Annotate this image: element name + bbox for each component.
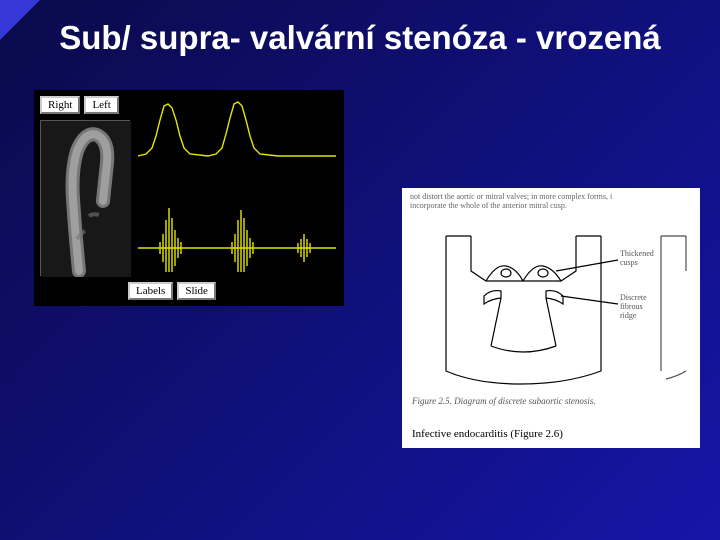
bottom-caption: Infective endocarditis (Figure 2.6) — [412, 428, 563, 440]
heart-diagram: Thickened cusps Discrete fibrous ridge — [406, 216, 696, 391]
right-button[interactable]: Right — [40, 96, 80, 114]
content-area: Right Left Labels Slide not distort the … — [0, 58, 720, 488]
slide-title: Sub/ supra- valvární stenóza - vrozená — [0, 0, 720, 58]
label-discrete: Discrete — [620, 293, 647, 302]
svg-text:fibrous: fibrous — [620, 302, 643, 311]
angiogram-image — [40, 120, 130, 276]
right-figure-panel: not distort the aortic or mitral valves;… — [402, 188, 700, 448]
waveform-area — [138, 98, 336, 272]
figure-caption: Figure 2.5. Diagram of discrete subaorti… — [412, 396, 596, 406]
top-button-row: Right Left — [40, 96, 119, 114]
left-figure-panel: Right Left Labels Slide — [34, 90, 344, 306]
corner-fold — [0, 0, 40, 40]
left-button[interactable]: Left — [84, 96, 118, 114]
labels-button[interactable]: Labels — [128, 282, 173, 300]
slide-button[interactable]: Slide — [177, 282, 216, 300]
svg-text:ridge: ridge — [620, 311, 637, 320]
label-thickened: Thickened — [620, 249, 654, 258]
svg-text:cusps: cusps — [620, 258, 638, 267]
diagram-text-line2: incorporate the whole of the anterior mi… — [410, 201, 567, 210]
bottom-button-row: Labels Slide — [128, 282, 216, 300]
diagram-top-text: not distort the aortic or mitral valves;… — [410, 192, 692, 211]
diagram-text-line1: not distort the aortic or mitral valves;… — [410, 192, 612, 201]
